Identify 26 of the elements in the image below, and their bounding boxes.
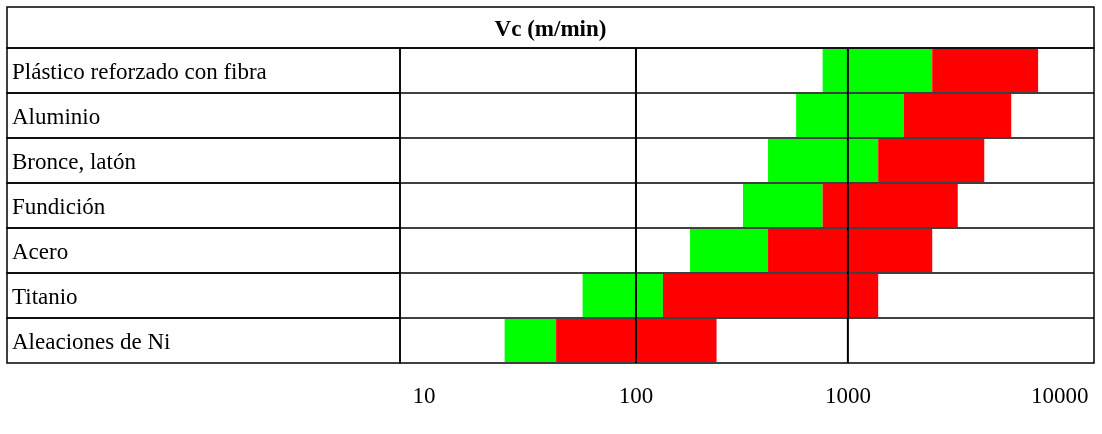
bar xyxy=(582,274,663,317)
x-tick-label: 10 xyxy=(412,383,436,408)
bar xyxy=(932,49,1039,92)
bar xyxy=(768,139,879,182)
bar xyxy=(504,319,557,362)
bar xyxy=(690,229,769,272)
y-tick-label: Bronce, latón xyxy=(12,148,137,174)
bar xyxy=(743,184,823,227)
y-tick-label: Aluminio xyxy=(12,103,101,129)
bar xyxy=(796,94,905,137)
y-tick-label: Acero xyxy=(12,238,69,264)
chart-title: Vc (m/min) xyxy=(494,15,607,41)
x-tick-label: 1000 xyxy=(824,383,871,408)
x-tick-label: 100 xyxy=(618,383,654,408)
bar xyxy=(822,184,958,227)
y-tick-label: Titanio xyxy=(12,283,78,309)
y-tick-label: Plástico reforzado con fibra xyxy=(12,58,267,84)
bar xyxy=(662,274,879,317)
bar xyxy=(822,49,933,92)
y-tick-label: Fundición xyxy=(12,193,106,219)
bar xyxy=(878,139,985,182)
bar xyxy=(768,229,933,272)
bar xyxy=(556,319,717,362)
y-tick-label: Aleaciones de Ni xyxy=(12,328,171,354)
bar xyxy=(904,94,1012,137)
x-tick-label: 10000 xyxy=(1031,383,1089,408)
